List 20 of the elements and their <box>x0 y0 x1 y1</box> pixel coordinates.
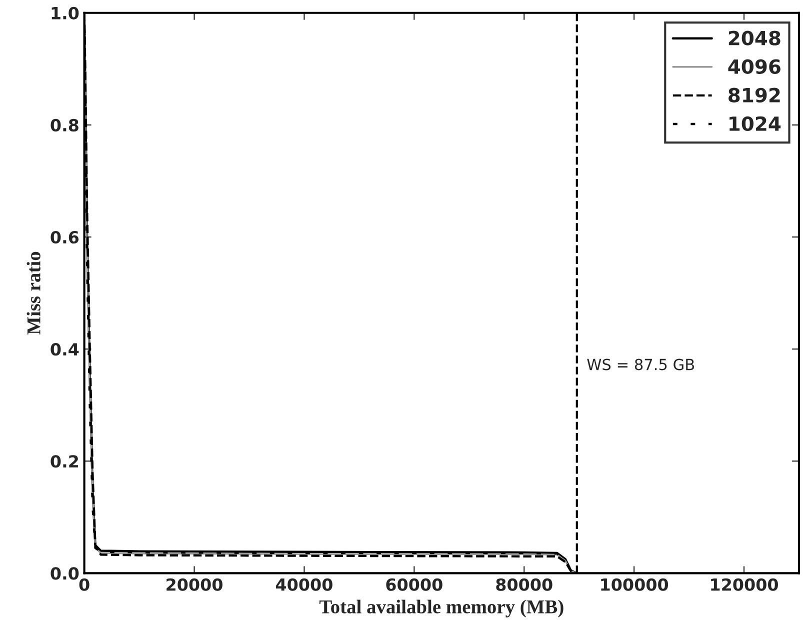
annotation: WS = 87.5 GB <box>587 358 694 370</box>
legend-label: 2048 <box>728 30 780 46</box>
x-tick-label: 100000 <box>601 578 668 591</box>
y-tick-label: 0.4 <box>50 343 79 356</box>
y-axis-title: Miss ratio <box>26 252 40 335</box>
x-tick-label: 0 <box>79 578 90 591</box>
x-tick-label: 80000 <box>496 578 552 591</box>
y-tick-label: 1.0 <box>52 6 79 20</box>
y-tick-label: 0.6 <box>50 230 79 244</box>
y-tick-label: 0.0 <box>50 567 79 580</box>
x-tick-label: 40000 <box>276 578 332 591</box>
legend-label: 1024 <box>730 116 781 132</box>
y-tick-label: 0.2 <box>50 455 78 468</box>
x-tick-label: 120000 <box>711 578 778 591</box>
x-tick-label: 20000 <box>166 578 222 591</box>
legend-label: 4096 <box>728 59 780 74</box>
y-tick-label: 0.8 <box>50 118 78 132</box>
x-tick-label: 60000 <box>386 578 442 591</box>
x-axis-title: Total available memory (MB) <box>319 600 564 618</box>
legend-label: 8192 <box>728 88 780 103</box>
